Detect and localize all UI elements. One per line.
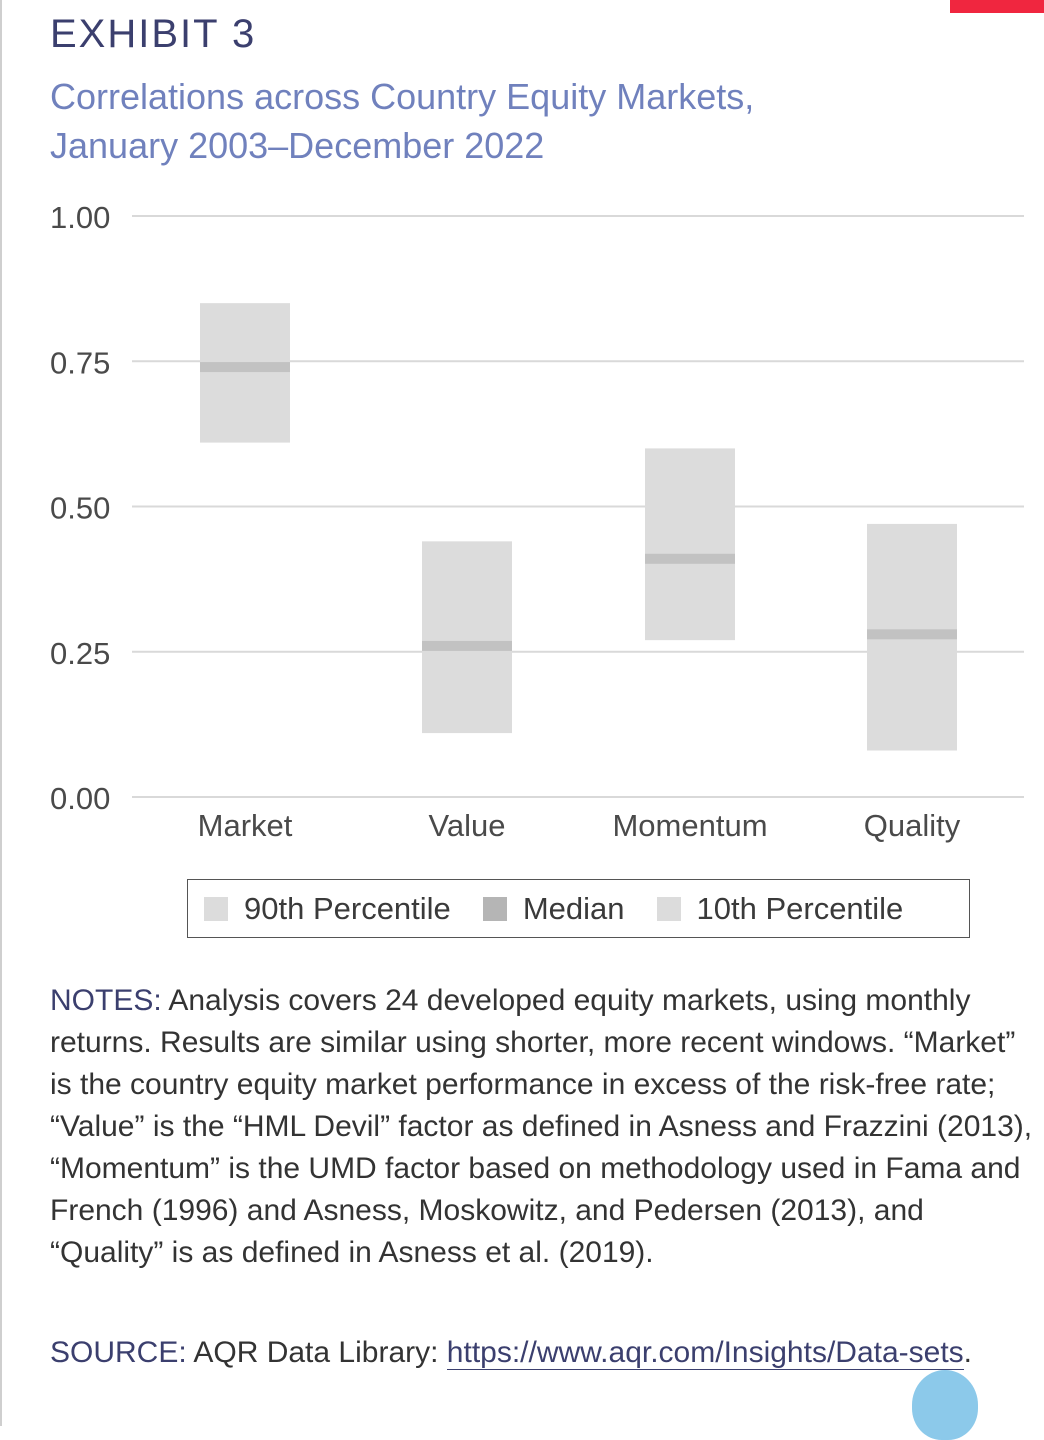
source: SOURCE: AQR Data Library: https://www.aq… — [50, 1332, 1040, 1374]
correlation-range-chart: 1.00 0.75 0.50 0.25 0.00 Market Value Momentum Q… — [50, 200, 1024, 843]
median-marker — [200, 362, 290, 373]
notes: NOTES: Analysis covers 24 developed equi… — [50, 980, 1040, 1274]
legend-swatch-median — [482, 896, 507, 921]
y-tick-label: 0.00 — [50, 781, 110, 816]
x-tick-label: Momentum — [612, 808, 767, 843]
x-tick-label: Value — [429, 808, 506, 843]
legend-swatch-10th — [656, 896, 681, 921]
corner-tab — [950, 0, 1044, 13]
median-marker — [422, 640, 512, 651]
median-marker — [645, 553, 735, 564]
x-tick-label: Quality — [864, 808, 961, 843]
legend-label-median: Median — [522, 890, 625, 926]
range-bar — [422, 541, 512, 734]
notes-text: Analysis covers 24 developed equity mark… — [50, 984, 1033, 1269]
legend-item-90th: 90th Percentile — [204, 891, 451, 927]
source-trailing: . — [963, 1336, 973, 1369]
legend-label-90th: 90th Percentile — [244, 890, 451, 926]
y-tick-label: 0.75 — [50, 345, 110, 380]
y-tick-label: 0.25 — [50, 636, 110, 671]
y-tick-label: 1.00 — [50, 200, 110, 235]
subtitle-line-2: January 2003–December 2022 — [50, 125, 545, 166]
x-tick-label: Market — [198, 808, 293, 843]
source-link[interactable]: https://www.aqr.com/Insights/Data-sets — [446, 1336, 964, 1370]
left-border — [0, 0, 2, 1426]
legend-swatch-90th — [204, 896, 228, 921]
subtitle-line-1: Correlations across Country Equity Marke… — [50, 76, 755, 117]
chart-legend: 90th Percentile Median 10th Percentile — [187, 879, 970, 938]
water-drop-icon — [912, 1370, 978, 1440]
legend-label-10th: 10th Percentile — [696, 890, 904, 926]
legend-item-median: Median — [482, 890, 625, 927]
range-bar — [645, 448, 735, 641]
notes-label: NOTES: — [50, 984, 162, 1017]
source-text: AQR Data Library: — [186, 1336, 447, 1369]
y-tick-label: 0.50 — [50, 491, 110, 526]
chart-subtitle: Correlations across Country Equity Marke… — [50, 72, 950, 170]
source-label: SOURCE: — [50, 1336, 187, 1369]
range-bar — [200, 303, 290, 443]
legend-item-10th: 10th Percentile — [656, 890, 904, 927]
exhibit-label: EXHIBIT 3 — [50, 12, 257, 56]
median-marker — [867, 629, 957, 640]
